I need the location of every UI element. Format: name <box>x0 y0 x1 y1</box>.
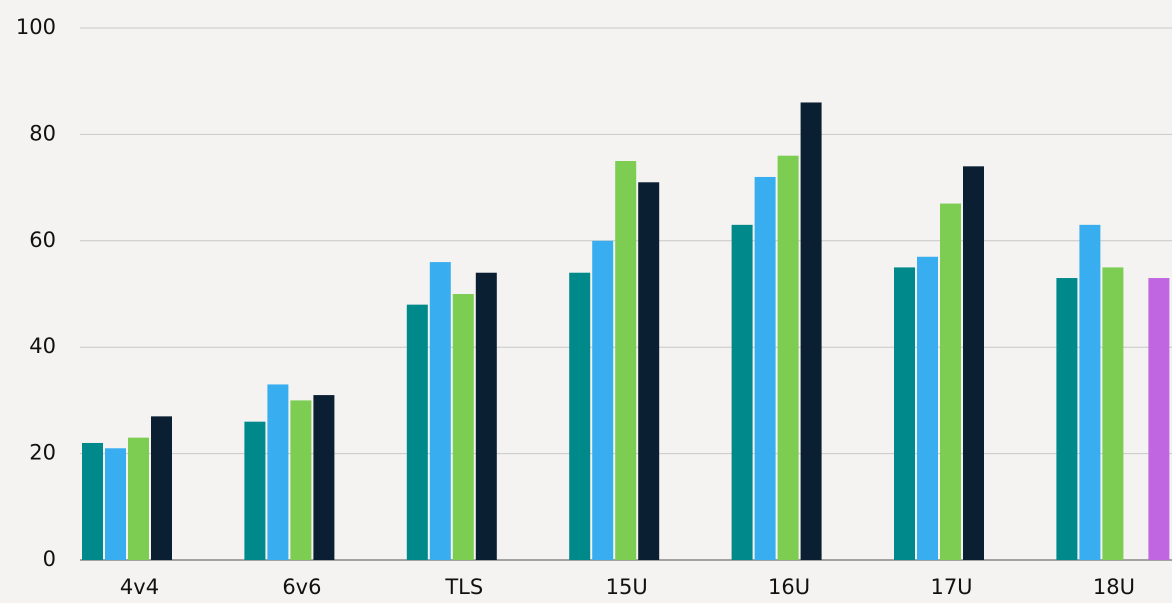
bar <box>244 421 266 560</box>
x-tick-label: 16U <box>768 575 810 599</box>
x-tick-label: TLS <box>444 575 483 599</box>
bar <box>267 384 289 560</box>
bar <box>754 176 776 560</box>
bar <box>963 166 984 560</box>
bar <box>592 240 614 561</box>
x-tick-label: 15U <box>606 575 648 599</box>
bar <box>638 182 660 560</box>
bar <box>800 102 822 560</box>
bar <box>615 161 637 560</box>
bar <box>1056 278 1078 560</box>
y-tick-label: 100 <box>16 15 56 39</box>
bar <box>1079 224 1101 560</box>
x-tick-label: 6v6 <box>282 575 321 599</box>
bar <box>569 272 591 560</box>
bar <box>151 416 172 560</box>
bar <box>1148 278 1170 560</box>
x-tick-label: 18U <box>1093 575 1135 599</box>
bar <box>128 437 149 560</box>
bar <box>82 442 103 560</box>
y-tick-label: 60 <box>29 228 56 252</box>
y-tick-label: 80 <box>29 121 56 145</box>
bar <box>313 395 335 560</box>
bar <box>777 155 799 560</box>
y-tick-label: 0 <box>43 547 56 571</box>
bar <box>917 256 938 560</box>
bar <box>475 272 497 560</box>
bar <box>731 224 753 560</box>
y-tick-label: 40 <box>29 334 56 358</box>
bar <box>290 400 312 560</box>
y-tick-label: 20 <box>29 441 56 465</box>
x-tick-label: 17U <box>930 575 972 599</box>
bar <box>406 304 428 560</box>
bar <box>1102 267 1124 560</box>
x-tick-label: 4v4 <box>120 575 159 599</box>
bar <box>429 262 451 560</box>
bar <box>894 267 915 560</box>
bar <box>105 448 126 560</box>
bar <box>452 294 474 560</box>
bar <box>940 203 961 560</box>
